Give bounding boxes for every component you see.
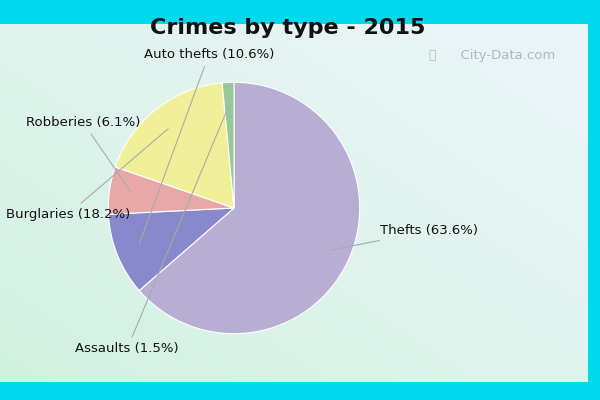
Text: ⦾: ⦾ (428, 49, 436, 62)
Wedge shape (139, 82, 360, 334)
Wedge shape (115, 83, 234, 208)
Text: Crimes by type - 2015: Crimes by type - 2015 (151, 18, 425, 38)
Text: Auto thefts (10.6%): Auto thefts (10.6%) (139, 48, 274, 244)
Text: City-Data.com: City-Data.com (452, 50, 556, 62)
Text: Thefts (63.6%): Thefts (63.6%) (331, 224, 478, 250)
Wedge shape (108, 167, 234, 214)
Text: Burglaries (18.2%): Burglaries (18.2%) (6, 129, 168, 221)
Text: Robberies (6.1%): Robberies (6.1%) (26, 116, 140, 191)
Text: Assaults (1.5%): Assaults (1.5%) (76, 108, 228, 355)
Wedge shape (109, 208, 234, 290)
Wedge shape (222, 82, 234, 208)
